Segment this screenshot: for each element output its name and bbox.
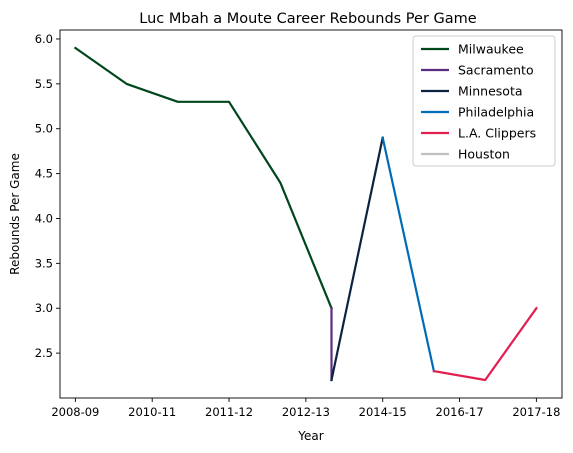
y-tick-label: 6.0 — [35, 32, 53, 46]
y-tick-label: 4.0 — [35, 211, 53, 225]
legend-label-3: Philadelphia — [458, 105, 534, 120]
plot-lines — [73, 46, 538, 382]
series-line-4 — [432, 306, 538, 382]
x-tick-label: 2012-13 — [282, 405, 330, 419]
y-tick-label: 3.5 — [35, 256, 53, 270]
legend-label-1: Sacramento — [458, 63, 534, 78]
legend: Milwaukee Sacramento Minnesota Philadelphia… — [412, 35, 556, 167]
x-axis-label: Year — [297, 429, 323, 443]
legend-label-4: L.A. Clippers — [458, 126, 536, 141]
x-tick-label: 2008-09 — [51, 405, 99, 419]
plot-frame — [59, 29, 563, 399]
x-tick-label: 2014-15 — [359, 405, 407, 419]
legend-label-5: Houston — [458, 147, 510, 162]
chart-title: Luc Mbah a Moute Career Rebounds Per Gam… — [139, 11, 476, 27]
y-axis-label: Rebounds Per Game — [8, 153, 22, 275]
y-tick-label: 2.5 — [35, 346, 53, 360]
series-line-3 — [381, 136, 436, 373]
y-tick-label: 5.5 — [35, 77, 53, 91]
series-line-0 — [73, 46, 333, 310]
x-tick-label: 2016-17 — [436, 405, 484, 419]
x-axis: 2008-09 2010-11 2011-12 2012-13 2014-15 2016-… — [51, 398, 560, 419]
legend-label-0: Milwaukee — [458, 42, 524, 57]
legend-label-2: Minnesota — [458, 84, 523, 99]
y-tick-label: 5.0 — [35, 122, 53, 136]
x-tick-label: 2017-18 — [512, 405, 560, 419]
y-tick-label: 3.0 — [35, 301, 53, 315]
x-tick-label: 2010-11 — [128, 405, 176, 419]
x-tick-label: 2011-12 — [205, 405, 253, 419]
y-tick-label: 4.5 — [35, 167, 53, 181]
y-axis: 2.5 3.0 3.5 4.0 4.5 5.0 5.5 6.0 — [35, 32, 60, 360]
series-line-2 — [330, 136, 385, 382]
